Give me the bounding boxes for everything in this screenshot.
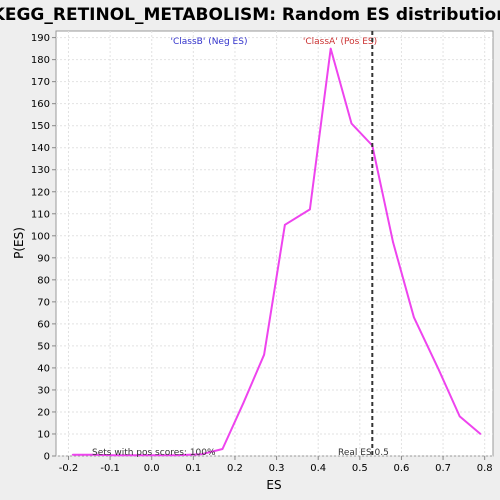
- x-tick-label: 0.6: [393, 463, 409, 474]
- x-tick-label: 0.3: [269, 463, 285, 474]
- data-point: [438, 369, 440, 371]
- data-point: [134, 454, 136, 457]
- y-tick-label: 180: [31, 55, 50, 66]
- y-tick-label: 140: [31, 143, 50, 154]
- x-tick-label: 0.8: [477, 463, 493, 474]
- data-point: [413, 316, 415, 319]
- data-point: [479, 433, 482, 435]
- y-tick-label: 10: [37, 429, 50, 440]
- y-tick-label: 60: [37, 319, 50, 330]
- y-axis-label: P(ES): [12, 227, 26, 259]
- series-group: [71, 47, 482, 457]
- x-axis-label: ES: [266, 478, 281, 492]
- y-tick-label: 100: [31, 231, 50, 242]
- data-point: [71, 453, 74, 456]
- y-tick-label: 20: [37, 407, 50, 418]
- y-tick-label: 70: [37, 297, 50, 308]
- data-point: [309, 208, 311, 211]
- data-point: [329, 47, 332, 50]
- y-tick-label: 80: [37, 275, 50, 286]
- real-es-label: Real ES 0.5: [338, 448, 389, 458]
- y-tick-label: 50: [37, 341, 50, 352]
- pos-scores-annotation: Sets with pos scores: 100%: [92, 448, 216, 458]
- data-point: [392, 241, 394, 244]
- y-axis-ticks: 0 10 20 30 40 50 60 70 80 90 100 110 120 130 140 150 160…: [31, 33, 56, 463]
- x-axis-ticks: -0.2 -0.1 0.0 0.1 0.2 0.3 0.4 0.5 0.6 0.7 0.8: [59, 456, 493, 474]
- data-point: [242, 402, 245, 404]
- data-point: [92, 453, 95, 456]
- x-tick-label: -0.2: [59, 463, 79, 474]
- x-tick-label: 0.2: [227, 463, 243, 474]
- y-tick-label: 30: [37, 385, 50, 396]
- pos-es-label: 'ClassA' (Pos ES): [303, 37, 377, 47]
- y-tick-label: 110: [31, 209, 50, 220]
- x-tick-label: 0.4: [310, 463, 326, 474]
- data-point: [175, 454, 178, 457]
- x-tick-label: 0.5: [352, 463, 368, 474]
- y-tick-label: 150: [31, 121, 50, 132]
- data-point: [155, 454, 157, 457]
- data-point: [113, 454, 116, 457]
- y-tick-label: 40: [37, 363, 50, 374]
- data-point: [284, 223, 286, 226]
- y-tick-label: 90: [37, 253, 50, 264]
- data-point: [350, 122, 353, 125]
- x-tick-label: -0.1: [100, 463, 120, 474]
- y-tick-label: 170: [31, 77, 50, 88]
- x-tick-label: 0.0: [144, 463, 160, 474]
- y-tick-label: 190: [31, 33, 50, 44]
- x-tick-label: 0.1: [185, 463, 201, 474]
- es-distribution-line: [72, 47, 482, 457]
- grid-lines: [56, 31, 493, 457]
- data-point: [200, 453, 203, 456]
- data-point: [458, 415, 461, 418]
- data-point: [221, 448, 224, 450]
- y-tick-label: 160: [31, 99, 50, 110]
- plot-area: [55, 30, 494, 457]
- y-tick-label: 130: [31, 165, 50, 176]
- y-tick-label: 0: [44, 452, 50, 463]
- y-tick-label: 120: [31, 187, 50, 198]
- chart-title: KEGG_RETINOL_METABOLISM: Random ES distr…: [0, 5, 500, 25]
- data-point: [263, 353, 265, 356]
- neg-es-label: 'ClassB' (Neg ES): [171, 37, 248, 47]
- x-tick-label: 0.7: [435, 463, 451, 474]
